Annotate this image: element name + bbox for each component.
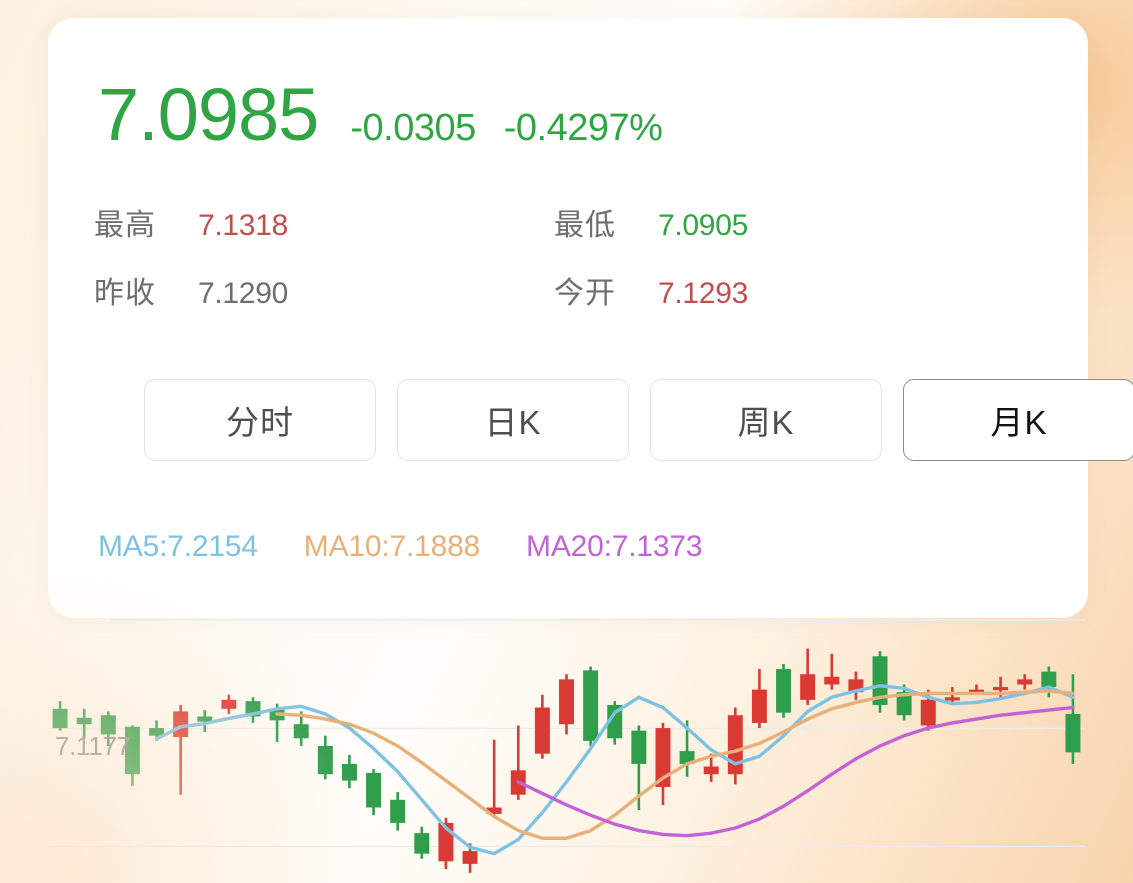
candle bbox=[824, 653, 840, 690]
candle bbox=[703, 753, 719, 782]
tab-weekly-k[interactable]: 周K bbox=[650, 379, 882, 461]
price-axis-label: 7.1177 bbox=[55, 731, 131, 761]
candle bbox=[486, 739, 502, 818]
candle bbox=[993, 676, 1009, 700]
ma-line-ma20 bbox=[516, 705, 1075, 838]
candle bbox=[317, 735, 333, 780]
candle bbox=[414, 826, 430, 859]
candle bbox=[341, 754, 357, 789]
last-price: 7.0985 bbox=[98, 73, 319, 156]
candle bbox=[1017, 674, 1033, 690]
candle bbox=[173, 704, 189, 795]
candle bbox=[800, 648, 816, 705]
ma20-legend: MA20:7.1373 bbox=[526, 530, 703, 563]
candle bbox=[776, 663, 792, 718]
price-summary: 7.0985 -0.0305 -0.4297% bbox=[98, 73, 663, 156]
tab-daily-k[interactable]: 日K bbox=[397, 379, 629, 461]
stat-high: 最高 7.1318 bbox=[94, 200, 554, 244]
candle bbox=[1065, 674, 1081, 764]
candle bbox=[366, 769, 382, 816]
candle bbox=[751, 669, 767, 729]
ma-legend: MA5:7.2154 MA10:7.1888 MA20:7.1373 bbox=[98, 530, 703, 564]
candle bbox=[872, 651, 888, 713]
candle bbox=[390, 792, 406, 831]
stat-high-label: 最高 bbox=[94, 209, 156, 242]
ma-line-ma10 bbox=[275, 689, 1075, 840]
stat-high-value: 7.1318 bbox=[198, 209, 288, 242]
ma10-legend: MA10:7.1888 bbox=[303, 530, 481, 563]
candle bbox=[245, 697, 261, 723]
candle bbox=[848, 671, 864, 700]
ma5-legend: MA5:7.2154 bbox=[98, 530, 258, 563]
period-tabs[interactable]: 分时 日K 周K 月K bbox=[144, 379, 1133, 461]
candle bbox=[896, 684, 912, 721]
stat-prev-close: 昨收 7.1290 bbox=[94, 268, 554, 312]
price-change-pct: -0.4297% bbox=[503, 107, 663, 149]
candle bbox=[559, 674, 574, 735]
tab-intraday[interactable]: 分时 bbox=[144, 379, 376, 461]
candle bbox=[607, 701, 623, 745]
candle bbox=[221, 694, 237, 714]
candle bbox=[52, 701, 68, 731]
quote-card: 7.0985 -0.0305 -0.4297% 最高 7.1318 最低 7.0… bbox=[48, 18, 1133, 618]
stat-open-label: 今开 bbox=[554, 277, 616, 310]
candle bbox=[100, 711, 116, 746]
tab-monthly-k[interactable]: 月K bbox=[903, 379, 1133, 461]
candle bbox=[293, 711, 309, 746]
candle bbox=[197, 710, 213, 732]
stat-open: 今开 7.1293 bbox=[554, 268, 994, 312]
stat-prev-close-value: 7.1290 bbox=[198, 277, 288, 310]
candle bbox=[76, 708, 92, 739]
candlestick-chart[interactable] bbox=[0, 600, 1133, 883]
price-change: -0.0305 bbox=[350, 107, 476, 149]
stat-open-value: 7.1293 bbox=[658, 277, 748, 310]
candle bbox=[727, 707, 743, 785]
stat-low: 最低 7.0905 bbox=[554, 200, 994, 244]
candle bbox=[534, 694, 550, 759]
candle bbox=[510, 725, 526, 800]
candle bbox=[655, 722, 671, 805]
candle bbox=[124, 725, 140, 786]
stat-low-value: 7.0905 bbox=[658, 209, 748, 242]
chart-canvas[interactable] bbox=[0, 600, 1133, 883]
stat-prev-close-label: 昨收 bbox=[94, 277, 156, 310]
quote-stats: 最高 7.1318 最低 7.0905 昨收 7.1290 今开 7.1293 bbox=[94, 200, 994, 312]
stat-low-label: 最低 bbox=[554, 209, 616, 242]
candle bbox=[583, 666, 599, 746]
